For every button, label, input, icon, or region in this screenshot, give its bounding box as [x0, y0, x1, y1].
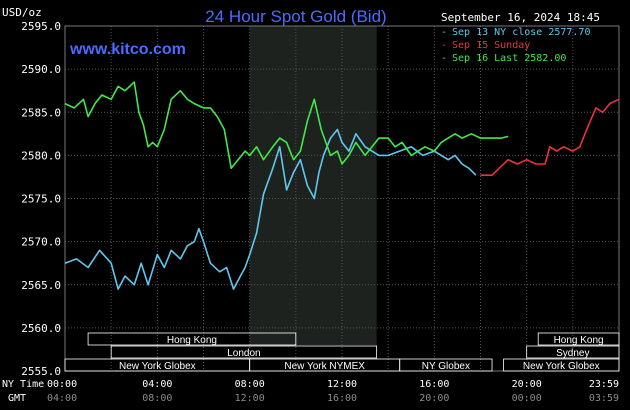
y-tick-label: 2590.0	[21, 63, 61, 76]
legend-entry-bullet: -	[441, 40, 447, 51]
session-box	[399, 358, 493, 372]
x-tick-label-gmt: 20:00	[419, 393, 449, 404]
x-tick-label-gmt: 00:00	[512, 393, 542, 404]
price-series	[64, 81, 620, 290]
series-line	[480, 98, 620, 176]
x-tick-label-gmt: 12:00	[235, 393, 265, 404]
legend-entry: Sep 16 Last 2582.00	[452, 53, 566, 64]
gmt-label: GMT	[8, 393, 26, 404]
y-tick-label: 2580.0	[21, 149, 61, 162]
market-sessions: Hong Kong London New York Globex New York N…	[64, 332, 620, 372]
x-tick-label-ny: 12:00	[327, 379, 357, 390]
session-box	[110, 345, 378, 359]
y-axis-unit: USD/oz	[2, 6, 42, 19]
session-label: New York Globex	[119, 361, 196, 372]
legend: - Sep 13 NY close 2577.70- Sep 15 Sunday- S…	[441, 27, 590, 64]
legend-entry: Sep 13 NY close 2577.70	[452, 27, 590, 38]
x-tick-label-gmt: 08:00	[142, 393, 172, 404]
session-label: New York NYMEX	[284, 361, 365, 372]
chart-title: 24 Hour Spot Gold (Bid)	[205, 7, 386, 26]
y-tick-label: 2570.0	[21, 236, 61, 249]
session-box	[537, 332, 620, 346]
y-tick-label: 2560.0	[21, 322, 61, 335]
ny-time-label: NY Time	[2, 379, 44, 390]
x-tick-label-ny: 23:59	[589, 379, 619, 390]
y-tick-label: 2555.0	[21, 365, 61, 378]
website-label: www.kitco.com	[69, 41, 186, 58]
session-box	[526, 345, 620, 359]
x-tick-label-gmt: 04:00	[47, 393, 77, 404]
x-tick-label-gmt: 03:59	[589, 393, 619, 404]
series-line	[64, 81, 509, 170]
legend-entry-bullet: -	[441, 53, 447, 64]
session-box	[87, 332, 297, 346]
session-label: Hong Kong	[554, 335, 604, 346]
session-label: Hong Kong	[167, 335, 217, 346]
x-tick-label-ny: 16:00	[419, 379, 449, 390]
nymex-session-shade	[249, 26, 377, 346]
y-tick-label: 2595.0	[21, 20, 61, 33]
y-tick-label: 2585.0	[21, 106, 61, 119]
y-axis: 2595.0 2590.0 2585.0 2580.0 2575.0 2570.0 2565…	[21, 20, 61, 378]
session-label: London	[227, 348, 260, 359]
date-label: September 16, 2024 18:45	[441, 11, 600, 24]
x-tick-label-ny: 00:00	[47, 379, 77, 390]
session-label: New York Globex	[523, 361, 600, 372]
x-tick-label-ny: 20:00	[512, 379, 542, 390]
y-tick-label: 2575.0	[21, 193, 61, 206]
x-tick-label-ny: 04:00	[142, 379, 172, 390]
y-tick-label: 2565.0	[21, 279, 61, 292]
legend-entry-bullet: -	[441, 27, 447, 38]
legend-entry: Sep 15 Sunday	[452, 40, 530, 51]
session-box	[503, 358, 620, 372]
session-label: Sydney	[556, 348, 589, 359]
x-tick-label-ny: 08:00	[235, 379, 265, 390]
x-axis: 00:00 04:00 08:00 12:00 16:00 20:00 23:59 04:00…	[47, 379, 619, 404]
grid	[64, 25, 620, 372]
session-label: NY Globex	[422, 361, 470, 372]
x-tick-label-gmt: 16:00	[327, 393, 357, 404]
series-line	[64, 128, 477, 290]
